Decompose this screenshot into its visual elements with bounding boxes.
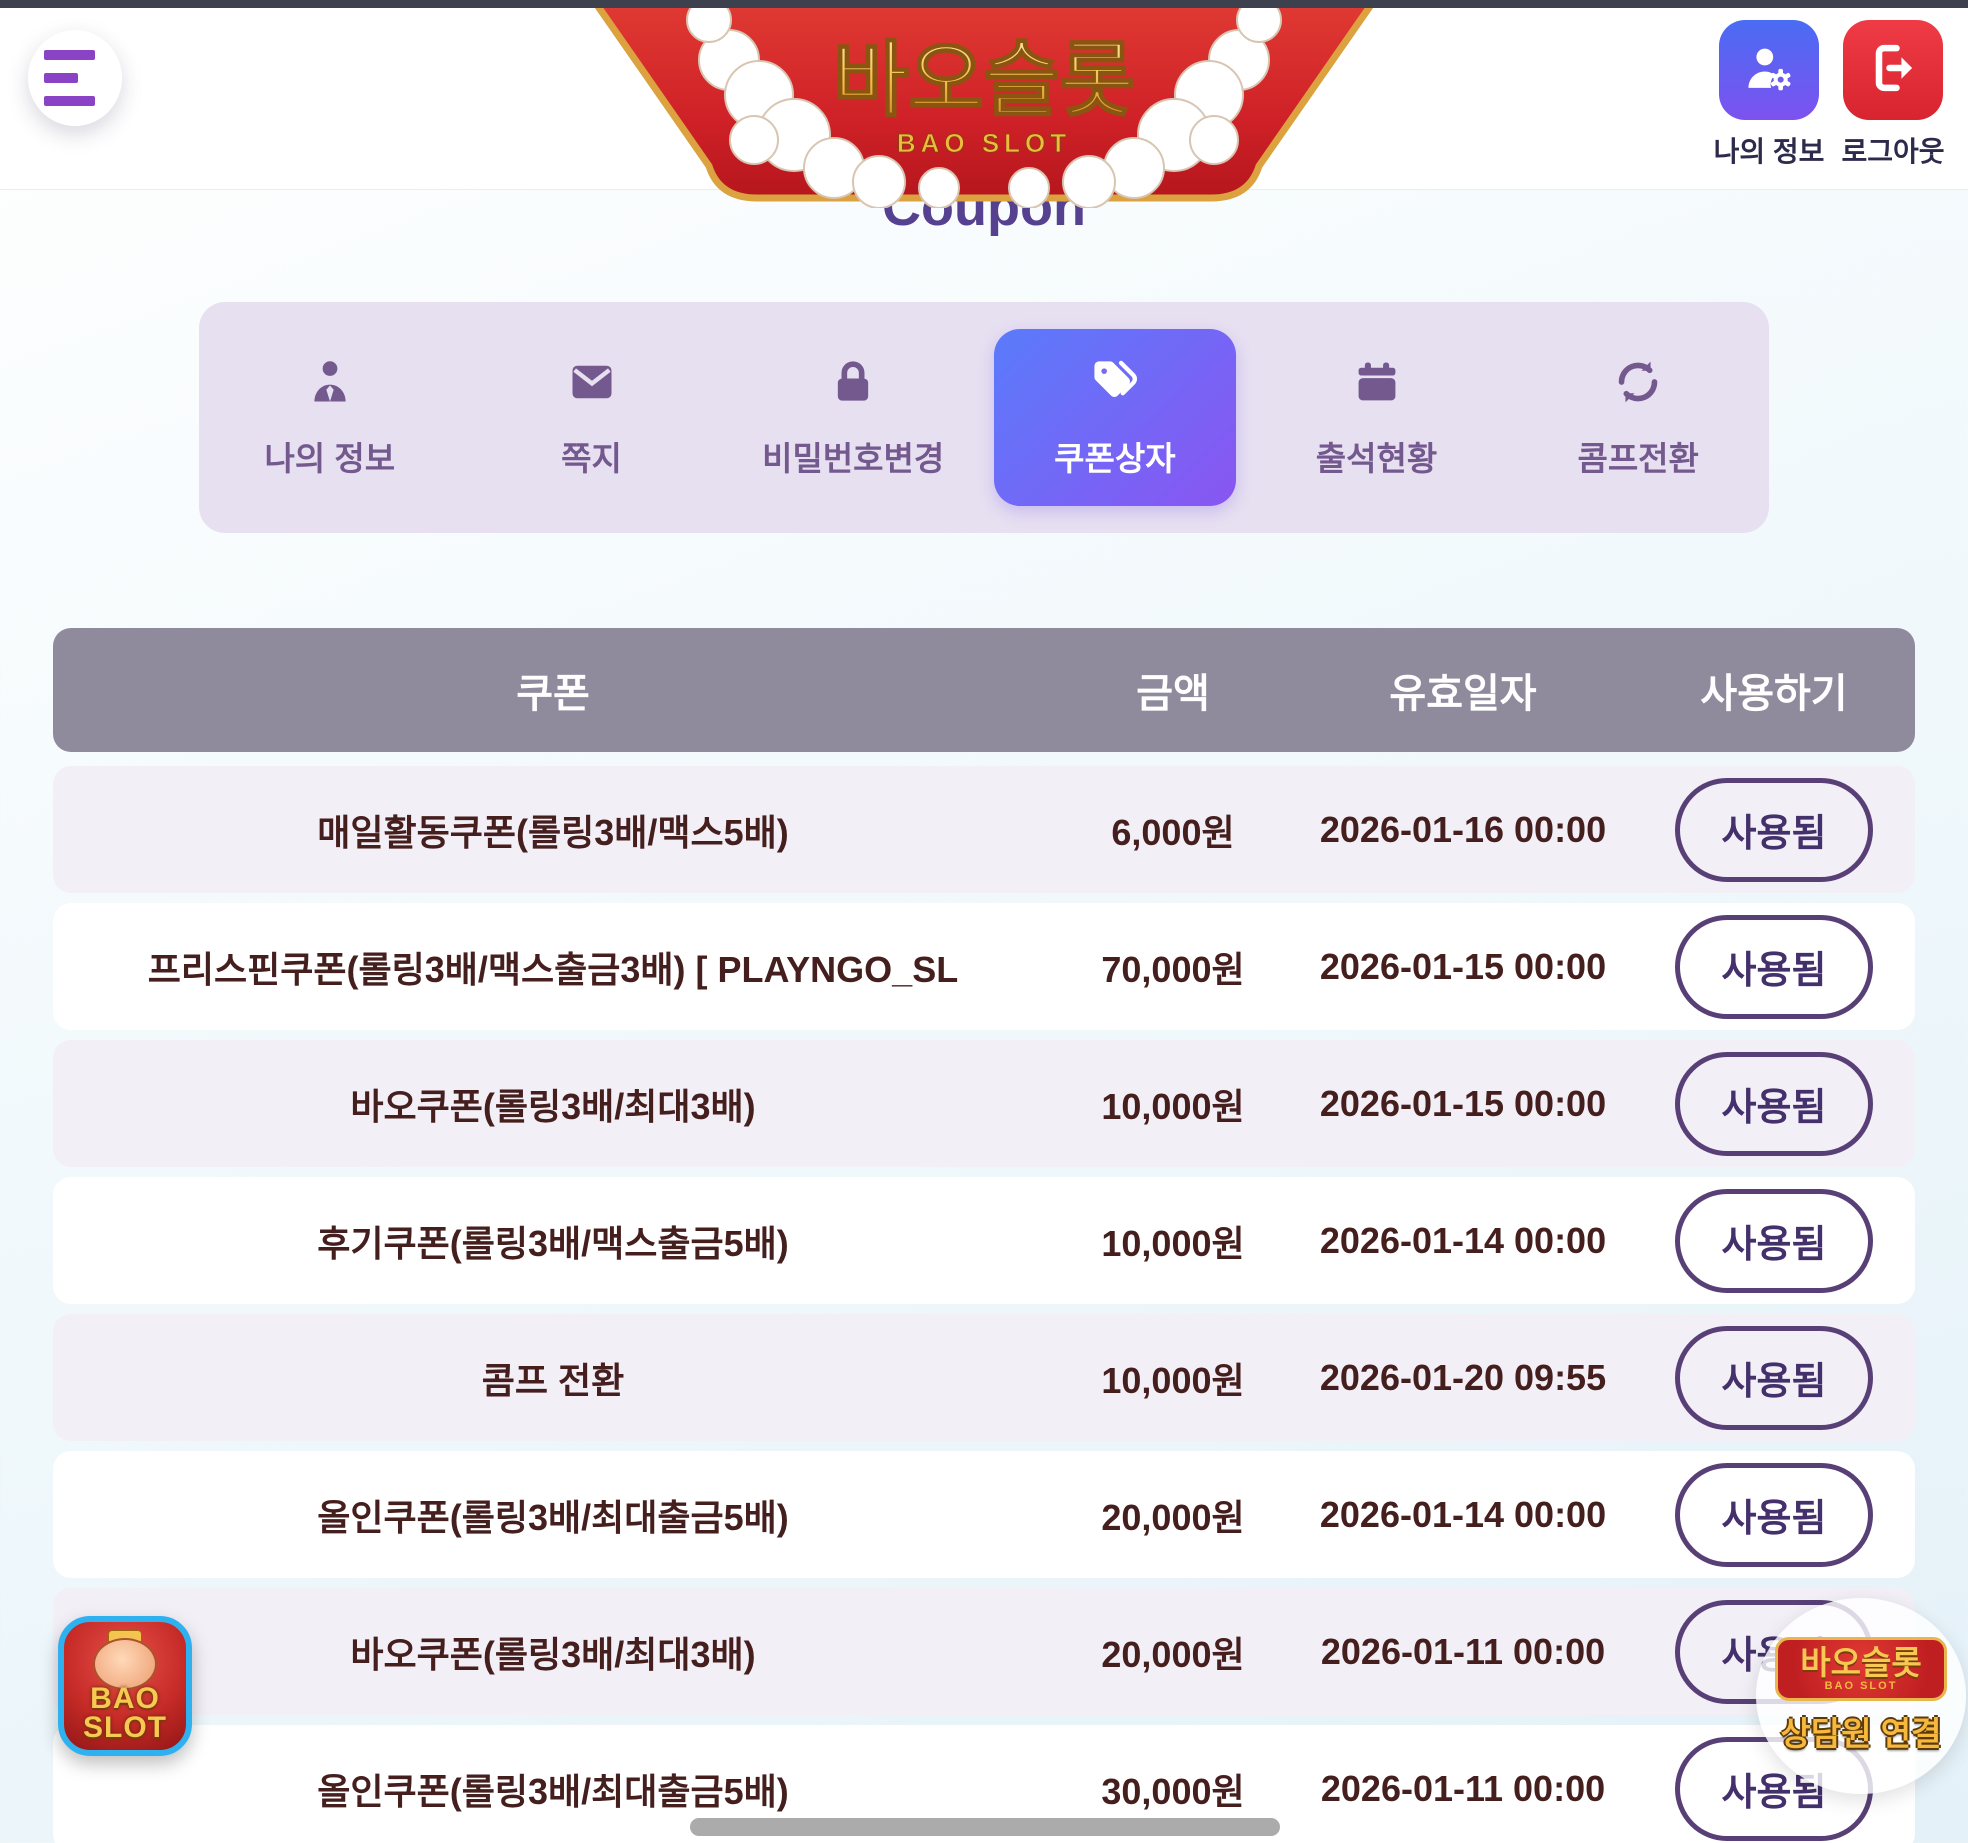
coupon-name: 올인쿠폰(롤링3배/최대출금5배) — [317, 1496, 789, 1538]
mascot-face — [93, 1638, 157, 1690]
used-button[interactable]: 사용됨 — [1675, 1462, 1873, 1567]
sync-icon — [1612, 356, 1664, 408]
app-badge-line2: SLOT — [83, 1710, 167, 1744]
coupon-name: 콤프 전환 — [481, 1359, 625, 1401]
coupon-amount: 20,000원 — [1101, 1496, 1245, 1538]
support-chat-button[interactable]: 바오슬롯 BAO SLOT 상담원 연결 — [1756, 1598, 1966, 1794]
tab-1-inactive[interactable]: 쪽지 — [461, 302, 723, 533]
table-row: 콤프 전환 10,000원 2026-01-20 09:55 사용됨 — [53, 1314, 1915, 1441]
logo-title-text: 바오슬롯 — [833, 35, 1135, 126]
tab-4-inactive[interactable]: 출석현황 — [1246, 302, 1508, 533]
tab-0-inactive[interactable]: 나의 정보 — [199, 302, 461, 533]
used-button[interactable]: 사용됨 — [1675, 914, 1873, 1019]
lock-icon — [827, 356, 879, 408]
coupon-amount: 10,000원 — [1101, 1359, 1245, 1401]
col-coupon: 쿠폰 — [516, 672, 590, 716]
table-row: 프리스핀쿠폰(롤링3배/맥스출금3배) [ PLAYNGO_SL 70,000원… — [53, 903, 1915, 1030]
tab-bar: 나의 정보 쪽지 비밀번호변경 쿠폰상자 출석현황 콤프전환 — [199, 302, 1769, 533]
col-use: 사용하기 — [1700, 672, 1848, 716]
table-row: 매일활동쿠폰(롤링3배/맥스5배) 6,000원 2026-01-16 00:0… — [53, 766, 1915, 893]
tab-2-inactive[interactable]: 비밀번호변경 — [722, 302, 984, 533]
coupon-amount: 30,000원 — [1101, 1770, 1245, 1812]
coupon-name: 프리스핀쿠폰(롤링3배/맥스출금3배) [ PLAYNGO_SL — [147, 948, 959, 990]
col-valid-date: 유효일자 — [1389, 672, 1537, 716]
calendar-icon — [1351, 356, 1403, 408]
logo-subtitle-text: BAO SLOT — [897, 128, 1071, 158]
table-row: 바오쿠폰(롤링3배/최대3배) 10,000원 2026-01-15 00:00… — [53, 1040, 1915, 1167]
support-logo: 바오슬롯 BAO SLOT — [1775, 1637, 1947, 1701]
used-button[interactable]: 사용됨 — [1675, 777, 1873, 882]
coupon-name: 올인쿠폰(롤링3배/최대출금5배) — [317, 1770, 789, 1812]
coupon-amount: 10,000원 — [1101, 1085, 1245, 1127]
app-badge-line1: BAO — [90, 1682, 160, 1715]
logout-icon — [1865, 40, 1921, 101]
support-logo-korean: 바오슬롯 — [1800, 1644, 1922, 1681]
header-actions: 나의 정보 로그아웃 — [1714, 20, 1945, 170]
coupon-amount: 6,000원 — [1111, 811, 1235, 853]
support-logo-english: BAO SLOT — [1824, 1680, 1898, 1692]
coupon-amount: 10,000원 — [1101, 1222, 1245, 1264]
user-gear-icon — [1741, 40, 1797, 101]
coupon-valid-date: 2026-01-16 00:00 — [1319, 808, 1607, 850]
tab-3-active[interactable]: 쿠폰상자 — [984, 302, 1246, 533]
logout-button[interactable] — [1843, 20, 1943, 120]
table-row: 후기쿠폰(롤링3배/맥스출금5배) 10,000원 2026-01-14 00:… — [53, 1177, 1915, 1304]
table-row: 올인쿠폰(롤링3배/최대출금5배) 20,000원 2026-01-14 00:… — [53, 1451, 1915, 1578]
col-amount: 금액 — [1136, 672, 1210, 716]
coupon-table: 쿠폰 금액 유효일자 사용하기 매일활동쿠폰(롤링3배/맥스5배) 6,000원… — [53, 628, 1915, 1843]
used-button[interactable]: 사용됨 — [1675, 1325, 1873, 1430]
bao-slot-app-badge[interactable]: BAO SLOT — [58, 1616, 192, 1756]
coupon-amount: 70,000원 — [1101, 948, 1245, 990]
tab-5-inactive[interactable]: 콤프전환 — [1507, 302, 1769, 533]
coupon-name: 바오쿠폰(롤링3배/최대3배) — [350, 1085, 756, 1127]
coupon-valid-date: 2026-01-11 00:00 — [1320, 1630, 1606, 1672]
table-rows: 매일활동쿠폰(롤링3배/맥스5배) 6,000원 2026-01-16 00:0… — [53, 766, 1915, 1843]
my-info-button[interactable] — [1719, 20, 1819, 120]
coupon-valid-date: 2026-01-14 00:00 — [1319, 1219, 1607, 1261]
logo-banner[interactable]: 바오슬롯 BAO SLOT — [589, 0, 1379, 208]
person-icon — [304, 356, 356, 408]
logout-label: 로그아웃 — [1841, 136, 1945, 167]
coupon-valid-date: 2026-01-20 09:55 — [1319, 1356, 1607, 1398]
support-label: 상담원 연결 — [1780, 1715, 1942, 1752]
top-edge-strip — [0, 0, 1968, 8]
coupon-valid-date: 2026-01-15 00:00 — [1319, 945, 1607, 987]
used-button[interactable]: 사용됨 — [1675, 1051, 1873, 1156]
coupon-amount: 20,000원 — [1101, 1633, 1245, 1675]
table-row: 바오쿠폰(롤링3배/최대3배) 20,000원 2026-01-11 00:00… — [53, 1588, 1915, 1715]
coupon-valid-date: 2026-01-11 00:00 — [1320, 1767, 1606, 1809]
coupon-valid-date: 2026-01-14 00:00 — [1319, 1493, 1607, 1535]
mail-icon — [566, 356, 618, 408]
coupon-name: 후기쿠폰(롤링3배/맥스출금5배) — [317, 1222, 789, 1264]
coupon-name: 매일활동쿠폰(롤링3배/맥스5배) — [317, 811, 789, 853]
horizontal-scrollbar[interactable] — [690, 1818, 1280, 1836]
used-button[interactable]: 사용됨 — [1675, 1188, 1873, 1293]
coupon-valid-date: 2026-01-15 00:00 — [1319, 1082, 1607, 1124]
table-header: 쿠폰 금액 유효일자 사용하기 — [53, 628, 1915, 752]
tag-icon — [1089, 356, 1141, 408]
menu-button[interactable] — [28, 30, 122, 126]
my-info-label: 나의 정보 — [1713, 136, 1825, 167]
coupon-name: 바오쿠폰(롤링3배/최대3배) — [350, 1633, 756, 1675]
